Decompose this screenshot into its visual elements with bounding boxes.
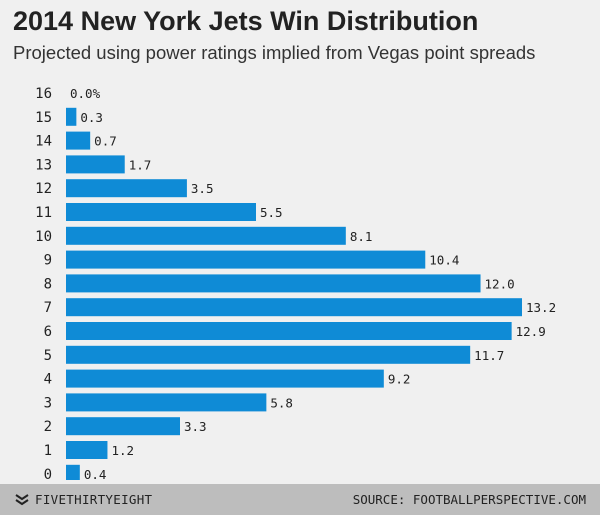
bar [66, 226, 346, 245]
bar-value-label: 5.8 [270, 395, 293, 410]
bar-value-label: 0.3 [80, 110, 103, 125]
brand: FIVETHIRTYEIGHT [15, 492, 152, 507]
bar [66, 464, 80, 480]
bar-value-label: 8.1 [350, 229, 373, 244]
bar-value-label: 12.9 [516, 324, 546, 339]
y-tick-label: 15 [35, 110, 52, 126]
y-tick-label: 2 [44, 419, 52, 435]
y-tick-label: 14 [35, 134, 52, 150]
bar [66, 131, 91, 150]
y-tick-label: 11 [35, 205, 52, 221]
bar [66, 322, 512, 340]
bar [66, 298, 522, 317]
y-tick-label: 1 [44, 443, 52, 459]
bar-value-label: 3.3 [184, 419, 207, 434]
y-tick-label: 6 [44, 324, 52, 340]
bar [66, 155, 125, 174]
source-credit: SOURCE: FOOTBALLPERSPECTIVE.COM [352, 492, 586, 507]
fivethirtyeight-logo-icon [15, 493, 29, 505]
bar [66, 250, 426, 269]
bar-value-label: 9.2 [388, 372, 411, 387]
bar-value-label: 5.5 [260, 205, 283, 220]
win-distribution-chart: 16 0.0%15 0.314 0.713 1.712 3.511 5.510 8.19 10.… [35, 86, 556, 480]
bar [66, 417, 180, 436]
bar [66, 179, 187, 198]
y-tick-label: 10 [35, 229, 52, 245]
bar-value-label: 12.0 [485, 276, 515, 291]
y-tick-label: 12 [35, 181, 52, 197]
bar-value-label: 11.7 [474, 348, 504, 363]
bar [66, 369, 384, 388]
bar [66, 274, 481, 293]
bar-value-label: 13.2 [526, 300, 556, 315]
chart-title: 2014 New York Jets Win Distribution [13, 6, 479, 36]
y-tick-label: 8 [44, 276, 52, 292]
bar [66, 203, 256, 221]
bar [66, 107, 77, 126]
y-tick-label: 4 [44, 372, 52, 388]
bar-value-label: 3.5 [191, 181, 214, 196]
chart-subtitle: Projected using power ratings implied fr… [13, 42, 536, 63]
y-tick-label: 16 [35, 86, 52, 102]
bar-value-label: 0.7 [94, 134, 117, 149]
y-tick-label: 9 [44, 253, 52, 269]
bar-value-label: 10.4 [429, 253, 459, 268]
y-tick-label: 7 [44, 300, 52, 316]
bar-value-label: 0.0% [70, 86, 101, 101]
y-tick-label: 13 [35, 157, 52, 173]
y-tick-label: 3 [44, 395, 52, 411]
bar-value-label: 0.4 [84, 467, 107, 480]
bar [66, 441, 108, 459]
footer-bar: FIVETHIRTYEIGHT SOURCE: FOOTBALLPERSPECT… [0, 484, 600, 515]
bar-value-label: 1.2 [111, 443, 134, 458]
y-tick-label: 5 [44, 348, 52, 364]
brand-name: FIVETHIRTYEIGHT [35, 492, 153, 507]
y-tick-label: 0 [44, 467, 52, 480]
bar-value-label: 1.7 [129, 157, 152, 172]
bar [66, 345, 471, 364]
bar [66, 393, 267, 412]
